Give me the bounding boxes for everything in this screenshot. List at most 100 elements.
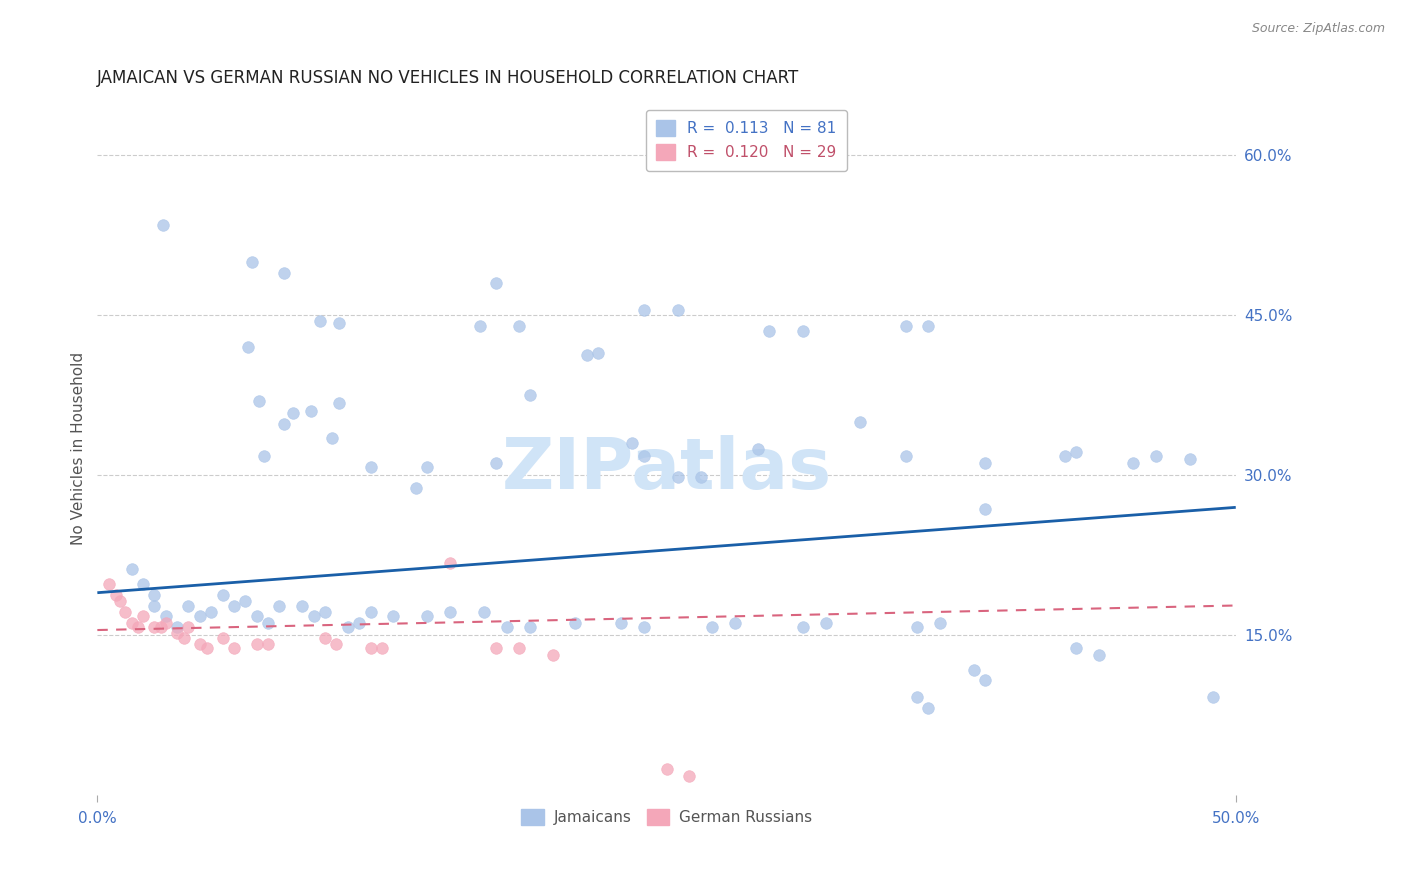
Point	[177, 620, 200, 634]
Point	[792, 620, 814, 634]
Point	[143, 599, 166, 613]
Point	[309, 313, 332, 327]
Point	[1180, 452, 1202, 467]
Y-axis label: No Vehicles in Household: No Vehicles in Household	[72, 352, 86, 545]
Point	[1088, 648, 1111, 662]
Point	[240, 255, 263, 269]
Point	[121, 562, 143, 576]
Point	[177, 599, 200, 613]
Point	[1053, 449, 1076, 463]
Point	[188, 609, 211, 624]
Point	[166, 626, 188, 640]
Point	[371, 641, 394, 656]
Point	[150, 620, 173, 634]
Point	[236, 340, 259, 354]
Point	[360, 459, 382, 474]
Point	[575, 348, 598, 362]
Point	[485, 277, 508, 291]
Point	[792, 324, 814, 338]
Point	[1066, 445, 1088, 459]
Point	[152, 218, 174, 232]
Point	[247, 393, 270, 408]
Point	[273, 266, 295, 280]
Point	[200, 605, 222, 619]
Point	[299, 404, 322, 418]
Point	[917, 701, 939, 715]
Point	[291, 599, 314, 613]
Point	[974, 502, 997, 516]
Point	[246, 609, 269, 624]
Point	[360, 641, 382, 656]
Point	[336, 620, 359, 634]
Point	[894, 318, 917, 333]
Point	[143, 620, 166, 634]
Point	[347, 615, 370, 630]
Point	[127, 620, 149, 634]
Point	[143, 588, 166, 602]
Point	[758, 324, 780, 338]
Point	[211, 631, 233, 645]
Point	[610, 615, 633, 630]
Point	[405, 481, 427, 495]
Point	[541, 648, 564, 662]
Point	[666, 470, 689, 484]
Point	[963, 663, 986, 677]
Legend: Jamaicans, German Russians: Jamaicans, German Russians	[513, 801, 820, 833]
Point	[269, 599, 291, 613]
Point	[188, 637, 211, 651]
Point	[519, 620, 541, 634]
Point	[416, 609, 439, 624]
Point	[121, 615, 143, 630]
Point	[195, 641, 218, 656]
Point	[132, 609, 155, 624]
Point	[1122, 456, 1144, 470]
Point	[155, 609, 177, 624]
Point	[222, 641, 245, 656]
Point	[321, 431, 343, 445]
Point	[155, 615, 177, 630]
Point	[257, 615, 280, 630]
Point	[917, 318, 939, 333]
Point	[108, 594, 131, 608]
Point	[416, 459, 439, 474]
Point	[211, 588, 233, 602]
Point	[633, 620, 655, 634]
Point	[325, 637, 347, 651]
Point	[1066, 641, 1088, 656]
Point	[700, 620, 723, 634]
Point	[974, 456, 997, 470]
Point	[252, 449, 274, 463]
Point	[273, 417, 295, 431]
Point	[474, 605, 496, 619]
Point	[328, 316, 350, 330]
Point	[485, 641, 508, 656]
Point	[97, 577, 120, 591]
Point	[586, 345, 609, 359]
Point	[173, 631, 195, 645]
Point	[928, 615, 950, 630]
Point	[439, 605, 461, 619]
Point	[114, 605, 136, 619]
Point	[360, 605, 382, 619]
Point	[655, 762, 678, 776]
Point	[222, 599, 245, 613]
Point	[633, 449, 655, 463]
Text: JAMAICAN VS GERMAN RUSSIAN NO VEHICLES IN HOUSEHOLD CORRELATION CHART: JAMAICAN VS GERMAN RUSSIAN NO VEHICLES I…	[97, 69, 800, 87]
Point	[314, 605, 336, 619]
Point	[257, 637, 280, 651]
Point	[328, 396, 350, 410]
Point	[678, 769, 700, 783]
Point	[508, 641, 530, 656]
Point	[1144, 449, 1167, 463]
Point	[166, 620, 188, 634]
Point	[519, 388, 541, 402]
Point	[666, 303, 689, 318]
Point	[132, 577, 155, 591]
Point	[246, 637, 269, 651]
Point	[439, 556, 461, 570]
Point	[894, 449, 917, 463]
Point	[849, 415, 872, 429]
Point	[905, 690, 928, 705]
Point	[633, 303, 655, 318]
Point	[283, 407, 305, 421]
